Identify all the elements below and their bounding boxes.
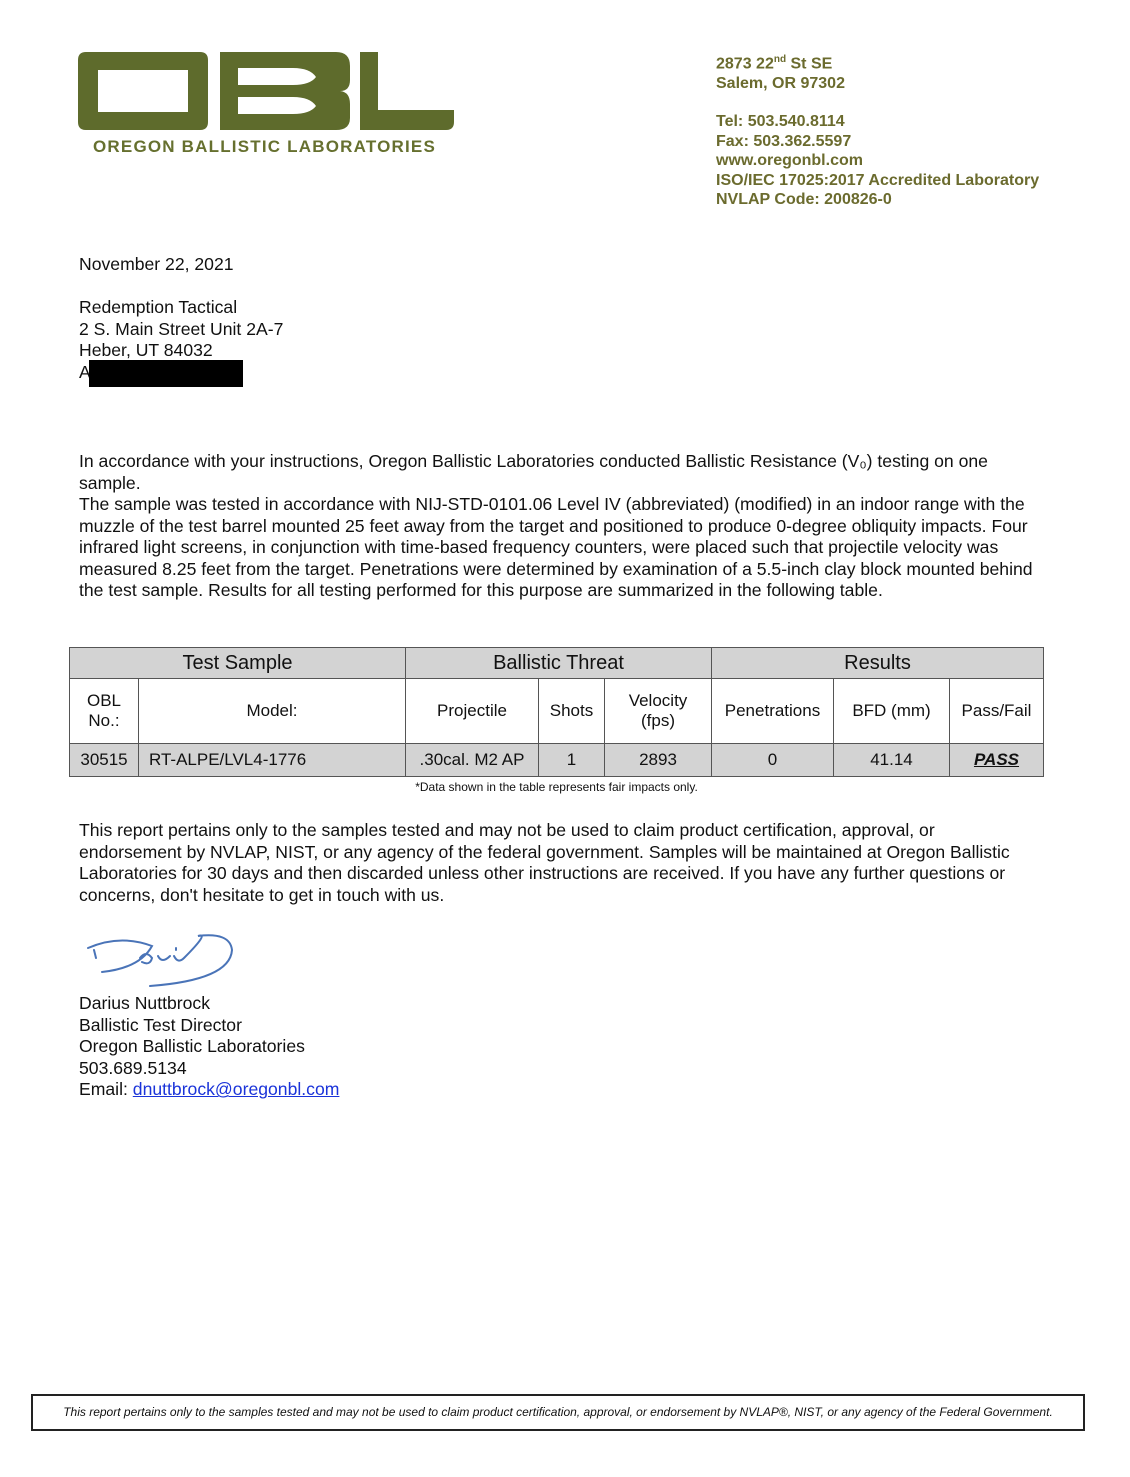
logo-name: OREGON BALLISTIC LABORATORIES [93,137,437,156]
cell-pass-fail: PASS [949,743,1044,777]
date: November 22, 2021 [79,254,234,274]
column-header: Velocity (fps) [604,678,712,744]
redaction-box [89,360,243,387]
cell-bfd: 41.14 [833,743,950,777]
accreditation: ISO/IEC 17025:2017 Accredited Laboratory [716,171,1040,189]
website: www.oregonbl.com [716,152,863,170]
group-header: Test Sample [69,647,406,679]
column-header: Model: [138,678,406,744]
cell-projectile: .30cal. M2 AP [405,743,539,777]
obl-logo [78,52,454,130]
signer-name: Darius Nuttbrock [79,993,211,1013]
tel: Tel: 503.540.8114 [716,113,845,131]
footer-disclaimer: This report pertains only to the samples… [31,1394,1085,1431]
signer-phone: 503.689.5134 [79,1057,187,1078]
table-row: 30515 RT-ALPE/LVL4-1776 .30cal. M2 AP 1 … [69,743,1044,777]
column-header: BFD (mm) [833,678,950,744]
cell-shots: 1 [538,743,605,777]
fax: Fax: 503.362.5597 [716,132,852,150]
cell-model: RT-ALPE/LVL4-1776 [138,743,406,777]
cell-obl-no: 30515 [69,743,139,777]
signer-org: Oregon Ballistic Laboratories [79,1036,305,1057]
cell-penetrations: 0 [711,743,834,777]
recipient-attn: A [79,361,91,382]
pass-badge: PASS [973,750,1020,769]
closing-paragraph: This report pertains only to the samples… [79,820,1010,905]
letterhead-address: 2873 22nd St SE Salem, OR 97302 Tel: 503… [716,50,1039,210]
signature-image [87,934,234,987]
recipient-block: Redemption Tactical 2 S. Main Street Uni… [79,297,283,383]
cell-velocity: 2893 [604,743,712,777]
email-label: Email: [79,1079,133,1100]
column-header: OBL No.: [69,678,139,744]
column-header: Projectile [405,678,539,744]
recipient-name: Redemption Tactical [79,297,238,317]
recipient-city: Heber, UT 84032 [79,340,213,361]
results-table: Test Sample Ballistic Threat Results OBL… [69,647,1044,777]
column-header: Pass/Fail [949,678,1044,744]
signature-block: Darius Nuttbrock Ballistic Test Director… [79,993,339,1101]
nvlap-code: NVLAP Code: 200826-0 [716,191,892,209]
street: 2873 22nd St SE [716,54,833,73]
email-link[interactable]: dnuttbrock@oregonbl.com [132,1079,340,1100]
signer-title: Ballistic Test Director [79,1014,242,1035]
group-header: Results [711,647,1044,679]
intro-paragraph-2: The sample was tested in accordance with… [79,494,1033,601]
group-header: Ballistic Threat [405,647,712,679]
column-header: Shots [538,678,605,744]
recipient-street: 2 S. Main Street Unit 2A-7 [79,318,284,339]
table-note: *Data shown in the table represents fair… [415,780,698,794]
intro-paragraph-1: In accordance with your instructions, Or… [79,451,988,493]
city: Salem, OR 97302 [716,74,845,92]
column-header: Penetrations [711,678,834,744]
